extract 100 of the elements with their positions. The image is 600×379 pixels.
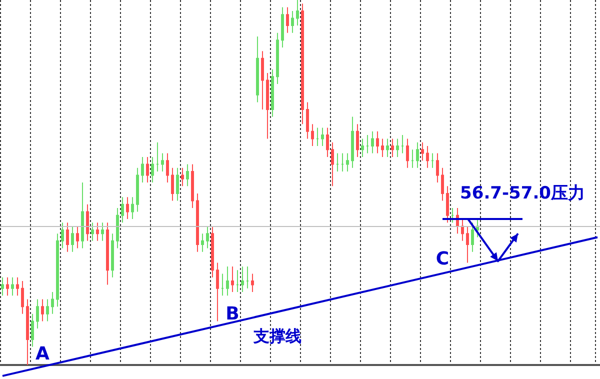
candlestick	[106, 222, 109, 286]
candlestick	[6, 276, 9, 296]
candlestick	[351, 116, 354, 168]
candlestick	[121, 196, 124, 224]
candlestick	[191, 164, 194, 209]
candlestick	[51, 292, 54, 314]
candlestick	[316, 127, 319, 146]
candlestick	[36, 298, 39, 329]
annotation: B	[226, 303, 240, 324]
annotation: C	[436, 248, 450, 270]
candlestick	[461, 218, 464, 242]
candlestick	[451, 208, 454, 224]
candlestick	[41, 298, 44, 322]
candlestick	[26, 298, 29, 366]
candlestick	[311, 124, 314, 146]
candlestick	[361, 138, 364, 158]
candlestick	[136, 167, 139, 212]
candlestick	[306, 102, 309, 140]
candlestick	[236, 270, 239, 292]
candlestick	[406, 138, 409, 168]
candlestick	[286, 6, 289, 34]
candlestick	[381, 138, 384, 158]
candlestick	[76, 226, 79, 249]
candlestick	[356, 124, 359, 158]
candlestick	[476, 218, 479, 238]
candlestick	[441, 167, 444, 202]
candlestick	[346, 152, 349, 172]
candlestick	[251, 273, 254, 292]
candlestick	[266, 72, 269, 140]
candlestick	[66, 222, 69, 252]
candlestick	[271, 68, 274, 118]
candlestick	[151, 156, 154, 183]
candlestick	[101, 222, 104, 242]
candlestick	[216, 262, 219, 322]
candlestick	[471, 222, 474, 252]
candlestick	[146, 156, 149, 183]
candlestick	[296, 0, 299, 26]
candlestick	[1, 276, 4, 296]
candlestick	[246, 266, 249, 289]
candlestick	[331, 142, 334, 187]
candlestick	[391, 138, 394, 158]
candlestick	[211, 226, 214, 278]
candlestick	[426, 146, 429, 168]
candlestick	[131, 196, 134, 220]
candlestick	[81, 182, 84, 249]
candlestick	[171, 167, 174, 202]
annotation: 支撑线	[252, 326, 302, 346]
candlestick	[71, 226, 74, 252]
candlestick	[321, 127, 324, 146]
candlestick	[416, 142, 419, 168]
annotation: A	[36, 344, 50, 365]
candlestick	[116, 208, 119, 249]
candlestick	[256, 36, 259, 103]
candlestick	[166, 152, 169, 183]
candlestick	[326, 127, 329, 158]
candlestick	[56, 233, 59, 308]
candlestick	[196, 192, 199, 252]
candlestick	[91, 222, 94, 242]
candlestick	[241, 266, 244, 292]
candlestick	[46, 298, 49, 322]
candlestick	[371, 130, 374, 154]
candlestick	[341, 152, 344, 172]
annotation: 56.7-57.0压力	[460, 183, 585, 204]
candlestick	[466, 226, 469, 264]
candlestick	[126, 196, 129, 220]
candlestick	[291, 10, 294, 34]
candlestick	[226, 266, 229, 296]
candlestick	[141, 156, 144, 183]
candlestick	[201, 233, 204, 252]
candlestick	[11, 276, 14, 296]
candlestick	[111, 233, 114, 278]
candlestick	[181, 167, 184, 187]
candlestick	[96, 222, 99, 242]
candlestick	[156, 142, 159, 172]
candlestick	[31, 313, 34, 348]
candlestick	[161, 152, 164, 172]
candlestick	[336, 152, 339, 172]
candlestick	[16, 276, 19, 296]
candlestick	[376, 130, 379, 154]
candlestick	[261, 50, 264, 110]
candlestick	[231, 266, 234, 292]
candlestick	[176, 167, 179, 202]
candlestick	[446, 186, 449, 224]
candlestick	[421, 142, 424, 162]
candlestick	[436, 152, 439, 183]
candlestick	[401, 134, 404, 154]
candlestick	[86, 204, 89, 242]
candlestick	[221, 273, 224, 296]
candlestick	[61, 222, 64, 249]
candlestick	[411, 149, 414, 168]
candlestick	[366, 134, 369, 154]
candlestick	[206, 226, 209, 249]
candlestick	[386, 138, 389, 158]
candlestick	[281, 6, 284, 48]
candlestick	[301, 3, 304, 125]
candlestick	[431, 152, 434, 168]
candlestick	[21, 280, 24, 314]
candlestick	[396, 138, 399, 158]
candlestick	[276, 32, 279, 84]
candlestick	[186, 164, 189, 187]
